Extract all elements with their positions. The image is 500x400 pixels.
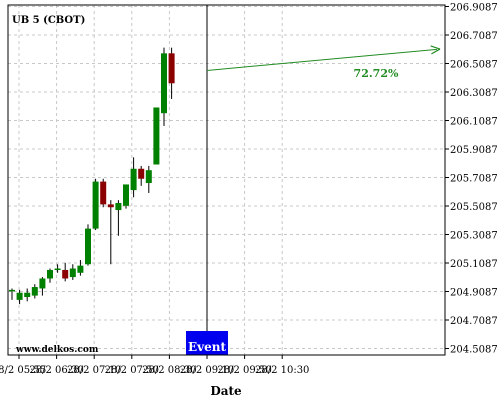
candle-body: [138, 168, 145, 179]
candle-down: [107, 200, 114, 265]
candle-body: [107, 204, 114, 208]
candle-body: [168, 53, 175, 84]
projection-arrow-line: [206, 48, 438, 71]
candle-down: [138, 165, 145, 186]
projection-arrow-head: [430, 45, 441, 55]
candle-body: [9, 289, 15, 292]
x-tick-label: 28/2 09:50: [217, 365, 271, 376]
y-tick-label: 205.7087: [450, 174, 498, 185]
x-tick-label: 28/2 05:55: [0, 365, 46, 376]
x-tick-label: 28/2 06:30: [29, 365, 83, 376]
candle-up: [39, 277, 46, 296]
candle-up: [92, 178, 99, 231]
candle-body: [31, 287, 38, 296]
candle-body: [77, 265, 84, 273]
candle-body: [100, 181, 107, 205]
event-label: Event: [188, 340, 226, 354]
x-tick-label: 28/2 07:50: [105, 365, 159, 376]
candle-up: [161, 47, 167, 127]
candle-body: [115, 202, 122, 211]
y-tick-label: 206.7087: [450, 31, 498, 42]
event-box: [186, 331, 228, 355]
candle-up: [16, 289, 23, 305]
y-tick-label: 205.9087: [450, 145, 498, 156]
candle-body: [54, 268, 61, 271]
candle-up: [77, 259, 84, 276]
projection-percentage: 72.72%: [354, 67, 399, 80]
candle-up: [9, 288, 15, 300]
plot-background: [8, 5, 445, 355]
x-axis-label: Date: [210, 384, 242, 398]
watermark: www.delkos.com: [15, 345, 99, 355]
candle-body: [39, 278, 46, 289]
x-tick-label: 28/2 08:30: [142, 365, 196, 376]
candle-up: [130, 157, 137, 198]
x-tick-label: 28/2 09:10: [180, 365, 234, 376]
candle-body: [92, 181, 99, 229]
candle-body: [153, 107, 160, 165]
candle-up: [123, 184, 129, 209]
candle-body: [69, 268, 76, 278]
candle-down: [62, 262, 69, 282]
y-tick-label: 204.7087: [450, 316, 498, 327]
candle-body: [123, 184, 129, 206]
y-tick-label: 204.5087: [450, 345, 498, 356]
y-tick-label: 204.9087: [450, 288, 498, 299]
candle-up: [69, 264, 76, 280]
y-axis: 206.9087 206.7087 206.5087 206.3087 206.1087…: [445, 3, 498, 356]
candle-body: [145, 170, 152, 184]
y-tick-label: 205.5087: [450, 202, 498, 213]
candle-up: [153, 107, 160, 165]
y-tick-label: 205.3087: [450, 231, 498, 242]
candle-body: [24, 292, 31, 298]
candle-body: [47, 269, 53, 279]
candle-body: [85, 228, 91, 265]
candles: [9, 47, 175, 305]
candle-body: [130, 168, 137, 191]
candle-down: [100, 178, 107, 208]
y-tick-label: 206.1087: [450, 117, 498, 128]
candle-up: [31, 284, 38, 299]
x-tick-label: 28/2 07:10: [67, 365, 121, 376]
y-tick-label: 206.5087: [450, 60, 498, 71]
y-tick-label: 206.9087: [450, 3, 498, 14]
candle-up: [115, 200, 122, 236]
candle-up: [24, 288, 31, 302]
candle-up: [47, 268, 53, 283]
y-tick-label: 206.3087: [450, 88, 498, 99]
chart-title: UB 5 (CBOT): [12, 15, 85, 26]
x-tick-label: 28/2 10:30: [255, 365, 309, 376]
candle-up: [85, 224, 91, 266]
plot-frame: [7, 4, 446, 356]
candle-body: [16, 292, 23, 300]
candle-up: [145, 165, 152, 193]
candle-body: [161, 53, 167, 114]
candle-body: [62, 269, 69, 279]
overlay: 72.72% Event: [186, 5, 441, 355]
y-tick-label: 205.1087: [450, 259, 498, 270]
candle-up: [54, 264, 61, 273]
candle-down: [168, 47, 175, 99]
